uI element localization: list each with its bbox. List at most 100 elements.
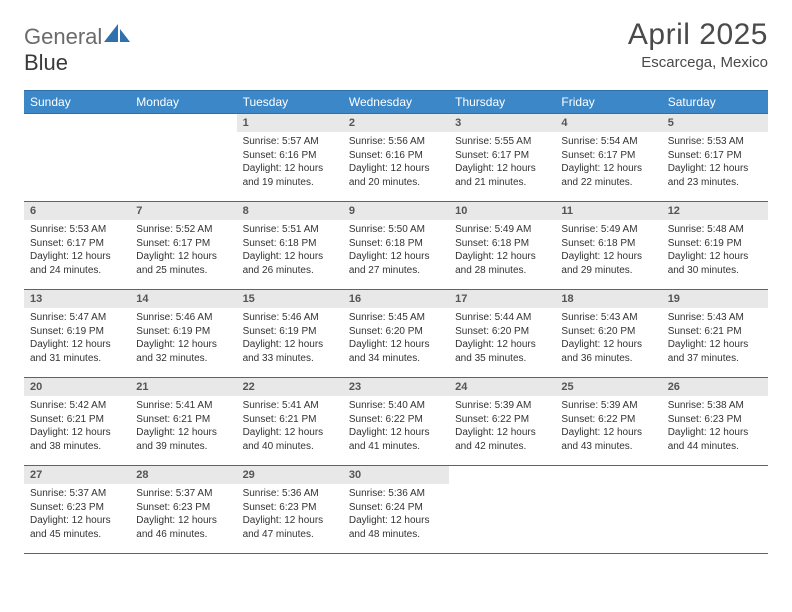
calendar-row: 6Sunrise: 5:53 AMSunset: 6:17 PMDaylight… xyxy=(24,202,768,290)
weekday-header: Tuesday xyxy=(237,91,343,114)
calendar-cell: 28Sunrise: 5:37 AMSunset: 6:23 PMDayligh… xyxy=(130,466,236,554)
sunrise-text: Sunrise: 5:53 AM xyxy=(668,135,762,149)
day-content: Sunrise: 5:46 AMSunset: 6:19 PMDaylight:… xyxy=(237,308,343,371)
day-number: 12 xyxy=(662,202,768,220)
day-content: Sunrise: 5:43 AMSunset: 6:20 PMDaylight:… xyxy=(555,308,661,371)
day-number: 18 xyxy=(555,290,661,308)
sunrise-text: Sunrise: 5:37 AM xyxy=(136,487,230,501)
page-subtitle: Escarcega, Mexico xyxy=(628,54,768,71)
calendar-cell: 24Sunrise: 5:39 AMSunset: 6:22 PMDayligh… xyxy=(449,378,555,466)
calendar-row: 20Sunrise: 5:42 AMSunset: 6:21 PMDayligh… xyxy=(24,378,768,466)
sunset-text: Sunset: 6:18 PM xyxy=(455,237,549,251)
calendar-cell: 2Sunrise: 5:56 AMSunset: 6:16 PMDaylight… xyxy=(343,114,449,202)
day-content: Sunrise: 5:40 AMSunset: 6:22 PMDaylight:… xyxy=(343,396,449,459)
sunrise-text: Sunrise: 5:38 AM xyxy=(668,399,762,413)
calendar-cell: 9Sunrise: 5:50 AMSunset: 6:18 PMDaylight… xyxy=(343,202,449,290)
calendar-cell: 21Sunrise: 5:41 AMSunset: 6:21 PMDayligh… xyxy=(130,378,236,466)
calendar-cell: 6Sunrise: 5:53 AMSunset: 6:17 PMDaylight… xyxy=(24,202,130,290)
day-content: Sunrise: 5:41 AMSunset: 6:21 PMDaylight:… xyxy=(237,396,343,459)
daylight-text: Daylight: 12 hours and 35 minutes. xyxy=(455,338,549,365)
calendar-body: 1Sunrise: 5:57 AMSunset: 6:16 PMDaylight… xyxy=(24,114,768,554)
sunset-text: Sunset: 6:18 PM xyxy=(243,237,337,251)
weekday-header: Wednesday xyxy=(343,91,449,114)
day-number: 3 xyxy=(449,114,555,132)
day-content: Sunrise: 5:39 AMSunset: 6:22 PMDaylight:… xyxy=(449,396,555,459)
sunset-text: Sunset: 6:19 PM xyxy=(243,325,337,339)
day-number: 29 xyxy=(237,466,343,484)
calendar-cell: 30Sunrise: 5:36 AMSunset: 6:24 PMDayligh… xyxy=(343,466,449,554)
daylight-text: Daylight: 12 hours and 19 minutes. xyxy=(243,162,337,189)
daylight-text: Daylight: 12 hours and 36 minutes. xyxy=(561,338,655,365)
day-number: 21 xyxy=(130,378,236,396)
sunset-text: Sunset: 6:23 PM xyxy=(243,501,337,515)
sunrise-text: Sunrise: 5:56 AM xyxy=(349,135,443,149)
sunrise-text: Sunrise: 5:54 AM xyxy=(561,135,655,149)
day-number: 26 xyxy=(662,378,768,396)
sunrise-text: Sunrise: 5:52 AM xyxy=(136,223,230,237)
daylight-text: Daylight: 12 hours and 41 minutes. xyxy=(349,426,443,453)
sunrise-text: Sunrise: 5:37 AM xyxy=(30,487,124,501)
day-content: Sunrise: 5:52 AMSunset: 6:17 PMDaylight:… xyxy=(130,220,236,283)
calendar-cell xyxy=(24,114,130,202)
header: GeneralBlue April 2025 Escarcega, Mexico xyxy=(24,18,768,76)
daylight-text: Daylight: 12 hours and 23 minutes. xyxy=(668,162,762,189)
weekday-header: Saturday xyxy=(662,91,768,114)
sunset-text: Sunset: 6:19 PM xyxy=(30,325,124,339)
calendar-cell: 4Sunrise: 5:54 AMSunset: 6:17 PMDaylight… xyxy=(555,114,661,202)
daylight-text: Daylight: 12 hours and 34 minutes. xyxy=(349,338,443,365)
day-number: 15 xyxy=(237,290,343,308)
daylight-text: Daylight: 12 hours and 20 minutes. xyxy=(349,162,443,189)
daylight-text: Daylight: 12 hours and 26 minutes. xyxy=(243,250,337,277)
calendar-cell xyxy=(449,466,555,554)
sunrise-text: Sunrise: 5:49 AM xyxy=(455,223,549,237)
daylight-text: Daylight: 12 hours and 30 minutes. xyxy=(668,250,762,277)
sunset-text: Sunset: 6:23 PM xyxy=(30,501,124,515)
day-content: Sunrise: 5:55 AMSunset: 6:17 PMDaylight:… xyxy=(449,132,555,195)
day-number: 30 xyxy=(343,466,449,484)
sunset-text: Sunset: 6:17 PM xyxy=(30,237,124,251)
sunrise-text: Sunrise: 5:46 AM xyxy=(243,311,337,325)
sunrise-text: Sunrise: 5:42 AM xyxy=(30,399,124,413)
sunset-text: Sunset: 6:21 PM xyxy=(243,413,337,427)
day-number: 11 xyxy=(555,202,661,220)
calendar-cell: 14Sunrise: 5:46 AMSunset: 6:19 PMDayligh… xyxy=(130,290,236,378)
calendar-cell: 27Sunrise: 5:37 AMSunset: 6:23 PMDayligh… xyxy=(24,466,130,554)
sunrise-text: Sunrise: 5:48 AM xyxy=(668,223,762,237)
calendar-cell: 23Sunrise: 5:40 AMSunset: 6:22 PMDayligh… xyxy=(343,378,449,466)
daylight-text: Daylight: 12 hours and 37 minutes. xyxy=(668,338,762,365)
sunset-text: Sunset: 6:21 PM xyxy=(30,413,124,427)
day-content: Sunrise: 5:48 AMSunset: 6:19 PMDaylight:… xyxy=(662,220,768,283)
daylight-text: Daylight: 12 hours and 39 minutes. xyxy=(136,426,230,453)
sunrise-text: Sunrise: 5:39 AM xyxy=(455,399,549,413)
daylight-text: Daylight: 12 hours and 31 minutes. xyxy=(30,338,124,365)
daylight-text: Daylight: 12 hours and 24 minutes. xyxy=(30,250,124,277)
logo-text-2: Blue xyxy=(24,50,68,75)
day-content: Sunrise: 5:39 AMSunset: 6:22 PMDaylight:… xyxy=(555,396,661,459)
day-number: 20 xyxy=(24,378,130,396)
sunrise-text: Sunrise: 5:57 AM xyxy=(243,135,337,149)
day-content: Sunrise: 5:54 AMSunset: 6:17 PMDaylight:… xyxy=(555,132,661,195)
calendar-cell: 5Sunrise: 5:53 AMSunset: 6:17 PMDaylight… xyxy=(662,114,768,202)
sunrise-text: Sunrise: 5:45 AM xyxy=(349,311,443,325)
day-number: 14 xyxy=(130,290,236,308)
day-number: 6 xyxy=(24,202,130,220)
calendar-cell: 11Sunrise: 5:49 AMSunset: 6:18 PMDayligh… xyxy=(555,202,661,290)
sunrise-text: Sunrise: 5:39 AM xyxy=(561,399,655,413)
daylight-text: Daylight: 12 hours and 43 minutes. xyxy=(561,426,655,453)
sunset-text: Sunset: 6:23 PM xyxy=(136,501,230,515)
calendar-cell: 13Sunrise: 5:47 AMSunset: 6:19 PMDayligh… xyxy=(24,290,130,378)
day-content: Sunrise: 5:42 AMSunset: 6:21 PMDaylight:… xyxy=(24,396,130,459)
sunset-text: Sunset: 6:24 PM xyxy=(349,501,443,515)
daylight-text: Daylight: 12 hours and 47 minutes. xyxy=(243,514,337,541)
weekday-header: Thursday xyxy=(449,91,555,114)
sunset-text: Sunset: 6:17 PM xyxy=(668,149,762,163)
sunrise-text: Sunrise: 5:40 AM xyxy=(349,399,443,413)
sunset-text: Sunset: 6:22 PM xyxy=(561,413,655,427)
daylight-text: Daylight: 12 hours and 32 minutes. xyxy=(136,338,230,365)
page-title: April 2025 xyxy=(628,18,768,52)
logo: GeneralBlue xyxy=(24,24,132,76)
sunset-text: Sunset: 6:16 PM xyxy=(349,149,443,163)
logo-text-1: General xyxy=(24,24,102,49)
day-number: 24 xyxy=(449,378,555,396)
calendar-cell: 8Sunrise: 5:51 AMSunset: 6:18 PMDaylight… xyxy=(237,202,343,290)
